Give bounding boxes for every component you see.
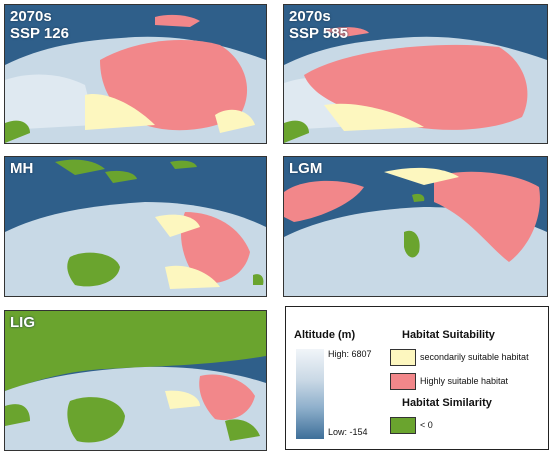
- suitability-title: Habitat Suitability: [402, 329, 495, 341]
- altitude-high-label: High: 6807: [328, 349, 372, 359]
- panel-label: 2070s SSP 126: [10, 8, 69, 42]
- altitude-low-label: Low: -154: [328, 427, 368, 437]
- panel-label: MH: [10, 160, 34, 177]
- map-panel-lgm: LGM: [283, 156, 548, 297]
- map-panel-2070s-ssp126: 2070s SSP 126: [4, 4, 267, 144]
- highly-swatch: [390, 373, 416, 390]
- panel-label: LIG: [10, 314, 35, 331]
- legend: Altitude (m) High: 6807 Low: -154 Habita…: [285, 306, 549, 450]
- altitude-title: Altitude (m): [294, 329, 356, 341]
- secondary-swatch: [390, 349, 416, 366]
- similarity-title: Habitat Similarity: [402, 397, 492, 409]
- map-panel-lig: LIG: [4, 310, 267, 451]
- map-lig: [5, 311, 266, 450]
- panel-label: 2070s SSP 585: [289, 8, 348, 42]
- map-ssp126: [5, 5, 266, 143]
- panel-label: LGM: [289, 160, 323, 177]
- map-panel-mh: MH: [4, 156, 267, 297]
- map-panel-2070s-ssp585: 2070s SSP 585: [283, 4, 548, 144]
- negative-swatch: [390, 417, 416, 434]
- secondary-label: secondarily suitable habitat: [420, 352, 529, 362]
- altitude-colorbar: [296, 349, 324, 439]
- highly-label: Highly suitable habitat: [420, 376, 509, 386]
- map-lgm: [284, 157, 547, 296]
- map-mh: [5, 157, 266, 296]
- negative-label: < 0: [420, 420, 433, 430]
- map-ssp585: [284, 5, 547, 143]
